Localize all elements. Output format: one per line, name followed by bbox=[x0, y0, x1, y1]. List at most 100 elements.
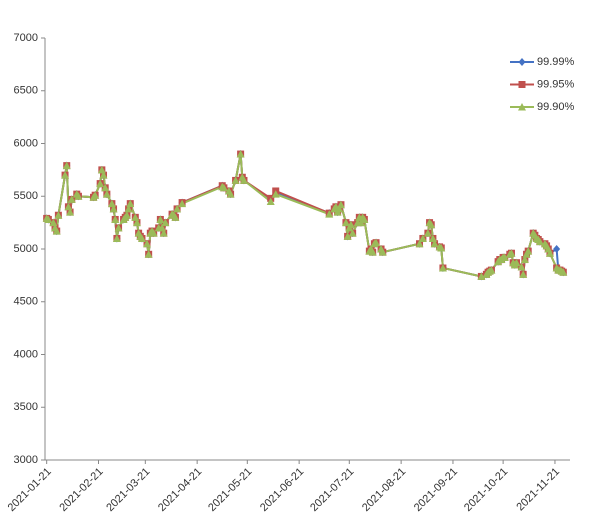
y-tick-label: 3500 bbox=[14, 401, 38, 413]
point bbox=[335, 204, 344, 213]
x-tick-label: 2021-07-21 bbox=[308, 466, 356, 514]
point bbox=[101, 183, 110, 192]
point bbox=[158, 223, 167, 232]
point bbox=[418, 234, 427, 242]
point bbox=[178, 199, 187, 208]
point bbox=[67, 195, 76, 203]
point bbox=[535, 237, 544, 246]
point bbox=[44, 215, 53, 223]
y-tick-label: 5500 bbox=[14, 190, 38, 202]
point bbox=[519, 270, 528, 278]
point bbox=[109, 204, 118, 213]
point bbox=[423, 229, 432, 237]
legend-marker bbox=[518, 58, 526, 66]
point bbox=[430, 239, 439, 248]
point bbox=[368, 248, 377, 256]
point bbox=[378, 248, 387, 256]
point bbox=[507, 249, 516, 257]
point bbox=[126, 199, 135, 208]
point bbox=[112, 234, 121, 242]
point bbox=[144, 250, 153, 258]
point bbox=[524, 247, 533, 255]
point bbox=[500, 253, 509, 261]
point bbox=[132, 218, 141, 227]
point bbox=[66, 208, 75, 216]
x-tick-label: 2021-11-21 bbox=[514, 466, 562, 514]
legend-marker bbox=[518, 81, 526, 88]
point bbox=[559, 268, 568, 276]
point bbox=[487, 266, 496, 274]
point bbox=[142, 239, 151, 248]
point bbox=[173, 204, 182, 213]
x-tick-label: 2021-08-21 bbox=[360, 466, 408, 514]
y-tick-label: 6000 bbox=[14, 137, 38, 149]
legend-label: 99.90% bbox=[537, 101, 575, 113]
point bbox=[512, 258, 521, 267]
point bbox=[266, 197, 275, 206]
point bbox=[91, 191, 100, 199]
point bbox=[137, 234, 146, 242]
point bbox=[271, 190, 280, 198]
x-tick-label: 2021-03-21 bbox=[104, 466, 152, 514]
y-tick-label: 5000 bbox=[14, 243, 38, 255]
point bbox=[427, 220, 436, 229]
point bbox=[346, 220, 355, 229]
point bbox=[226, 190, 235, 198]
point bbox=[336, 200, 345, 209]
point bbox=[219, 183, 228, 192]
point bbox=[62, 161, 71, 170]
point bbox=[52, 227, 61, 235]
point bbox=[74, 192, 83, 200]
point bbox=[428, 234, 437, 242]
point bbox=[102, 190, 111, 198]
x-tick-label: 2021-04-21 bbox=[156, 466, 204, 514]
point bbox=[159, 229, 168, 237]
point bbox=[343, 232, 352, 240]
x-tick-label: 2021-10-21 bbox=[462, 466, 510, 514]
legend-marker bbox=[518, 103, 526, 111]
point bbox=[477, 272, 486, 280]
x-tick-label: 2021-09-21 bbox=[412, 466, 460, 514]
x-tick-label: 2021-06-21 bbox=[258, 466, 306, 514]
point bbox=[438, 263, 447, 272]
point bbox=[156, 215, 165, 223]
y-tick-label: 3000 bbox=[14, 454, 38, 466]
point bbox=[545, 249, 554, 257]
y-tick-label: 4000 bbox=[14, 348, 38, 360]
legend-label: 99.95% bbox=[537, 78, 575, 90]
point bbox=[239, 176, 248, 184]
point bbox=[149, 229, 158, 237]
y-tick-label: 4500 bbox=[14, 296, 38, 308]
x-tick-label: 2021-02-21 bbox=[57, 466, 105, 514]
point bbox=[61, 171, 70, 179]
point bbox=[415, 239, 424, 248]
point bbox=[99, 171, 108, 179]
point bbox=[122, 211, 131, 219]
point bbox=[54, 211, 63, 219]
point bbox=[171, 213, 180, 221]
point bbox=[111, 215, 120, 223]
point bbox=[372, 238, 381, 247]
point bbox=[231, 176, 240, 184]
point bbox=[114, 223, 123, 232]
point bbox=[131, 213, 140, 221]
point bbox=[49, 218, 58, 227]
point bbox=[161, 218, 170, 227]
point bbox=[341, 218, 350, 227]
point bbox=[96, 179, 105, 188]
x-tick-label: 2021-01-21 bbox=[6, 466, 54, 514]
point bbox=[236, 150, 245, 158]
point bbox=[97, 165, 106, 174]
point bbox=[64, 202, 73, 211]
x-tick-label: 2021-05-21 bbox=[206, 466, 254, 514]
y-tick-label: 6500 bbox=[14, 85, 38, 97]
point bbox=[124, 204, 133, 213]
point bbox=[553, 245, 561, 253]
point bbox=[325, 210, 334, 218]
legend-label: 99.99% bbox=[537, 56, 575, 68]
point bbox=[107, 199, 116, 208]
point bbox=[348, 229, 357, 237]
point bbox=[517, 262, 526, 271]
